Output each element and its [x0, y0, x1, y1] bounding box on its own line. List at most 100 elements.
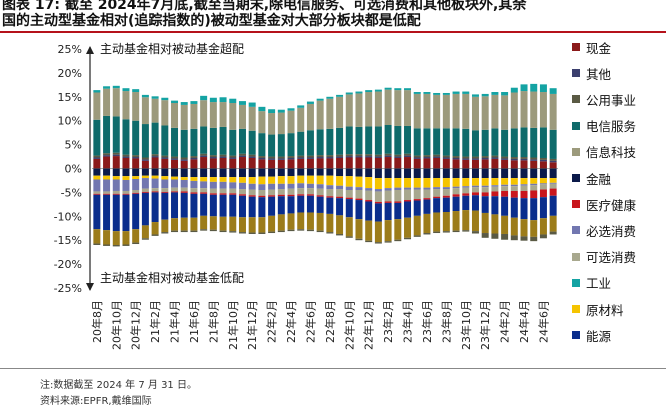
bar-segment: [384, 220, 392, 242]
bar-segment: [404, 200, 412, 202]
bar-segment: [180, 179, 188, 188]
bar-segment: [238, 195, 246, 218]
bar-segment: [229, 168, 237, 178]
bar-segment: [151, 96, 159, 99]
bar-segment: [433, 157, 441, 169]
bar-segment: [413, 168, 421, 179]
y-axis-arrow-up: [86, 46, 94, 54]
bar-segment: [530, 160, 538, 169]
bar-segment: [530, 91, 538, 128]
bar-segment: [404, 157, 412, 169]
bar-segment: [471, 185, 479, 188]
bar-segment: [93, 157, 101, 159]
bar-segment: [336, 94, 344, 97]
bar-segment: [539, 178, 547, 184]
bar-segment: [374, 201, 382, 204]
bar-segment: [374, 189, 382, 192]
bar-segment: [326, 158, 334, 169]
bar-segment: [112, 176, 120, 180]
bar-segment: [423, 93, 431, 129]
bar-segment: [112, 194, 120, 232]
bar-segment: [209, 168, 217, 178]
y-tick-label: 15%: [58, 91, 82, 104]
bar-segment: [530, 83, 538, 92]
bar-segment: [433, 168, 441, 179]
bar-segment: [462, 93, 470, 129]
bar-segment: [103, 86, 111, 89]
bar-segment: [248, 130, 256, 155]
bar-segment: [219, 168, 227, 178]
bar-segment: [258, 106, 266, 112]
bar-segment: [365, 240, 373, 243]
bar-segment: [462, 168, 470, 179]
x-tick-label: 22年2月: [265, 300, 279, 343]
bar-segment: [161, 155, 169, 158]
bar-segment: [209, 127, 217, 156]
x-tick-label: 21年10月: [226, 300, 240, 350]
bar-segment: [520, 84, 528, 92]
bar-segment: [549, 215, 557, 232]
bar-segment: [190, 188, 198, 193]
bar-segment: [122, 88, 130, 92]
bar-segment: [481, 212, 489, 234]
bar-segment: [520, 219, 528, 237]
bar-segment: [549, 183, 557, 189]
bar-segment: [238, 189, 246, 195]
bar-segment: [219, 181, 227, 189]
bar-segment: [141, 175, 149, 179]
bar-segment: [306, 183, 314, 189]
bar-segment: [384, 168, 392, 179]
bar-segment: [103, 193, 111, 195]
bar-segment: [306, 103, 314, 131]
bar-segment: [171, 191, 179, 193]
bar-segment: [103, 155, 111, 157]
bar-segment: [530, 220, 538, 237]
bar-segment: [539, 159, 547, 162]
bar-segment: [316, 158, 324, 169]
bar-segment: [238, 155, 246, 158]
bar-segment: [423, 168, 431, 179]
bar-segment: [539, 161, 547, 169]
bar-segment: [365, 126, 373, 155]
bar-segment: [200, 155, 208, 158]
bar-segment: [112, 156, 120, 169]
bar-segment: [171, 127, 179, 157]
bar-segment: [384, 188, 392, 191]
bar-segment: [316, 157, 324, 159]
legend-swatch: [572, 331, 580, 340]
bar-segment: [219, 188, 227, 194]
bar-segment: [132, 176, 140, 180]
bar-segment: [491, 157, 499, 159]
bar-segment: [539, 157, 547, 160]
bar-segment: [297, 107, 305, 132]
bar-segment: [93, 155, 101, 158]
bar-segment: [132, 168, 140, 177]
bar-segment: [384, 178, 392, 189]
bar-segment: [413, 199, 421, 201]
bar-segment: [423, 233, 431, 235]
bar-segment: [481, 129, 489, 157]
bar-segment: [491, 233, 499, 239]
footnote: 注:数据截至 2024 年 7 月 31 日。: [40, 380, 197, 391]
bar-segment: [151, 157, 159, 169]
bar-segment: [549, 88, 557, 94]
legend-item: 可选消费: [572, 250, 636, 265]
bar-segment: [200, 181, 208, 189]
chart-title-line2: 国的主动型基金相对(追踪指数的)被动型基金对大部分板块都是低配: [2, 13, 421, 29]
bar-segment: [209, 193, 217, 195]
bar-segment: [530, 157, 538, 160]
bar-segment: [248, 157, 256, 169]
bar-segment: [297, 183, 305, 189]
bar-segment: [539, 234, 547, 239]
bar-segment: [442, 155, 450, 158]
bar-segment: [433, 187, 441, 190]
bar-segment: [481, 93, 489, 97]
bar-segment: [287, 156, 295, 158]
bar-segment: [316, 175, 324, 185]
bar-segment: [161, 176, 169, 180]
legend-swatch: [572, 121, 580, 130]
bar-segment: [530, 178, 538, 184]
bar-segment: [374, 242, 382, 244]
legend-item: 其他: [572, 66, 611, 82]
bar-segment: [141, 191, 149, 193]
